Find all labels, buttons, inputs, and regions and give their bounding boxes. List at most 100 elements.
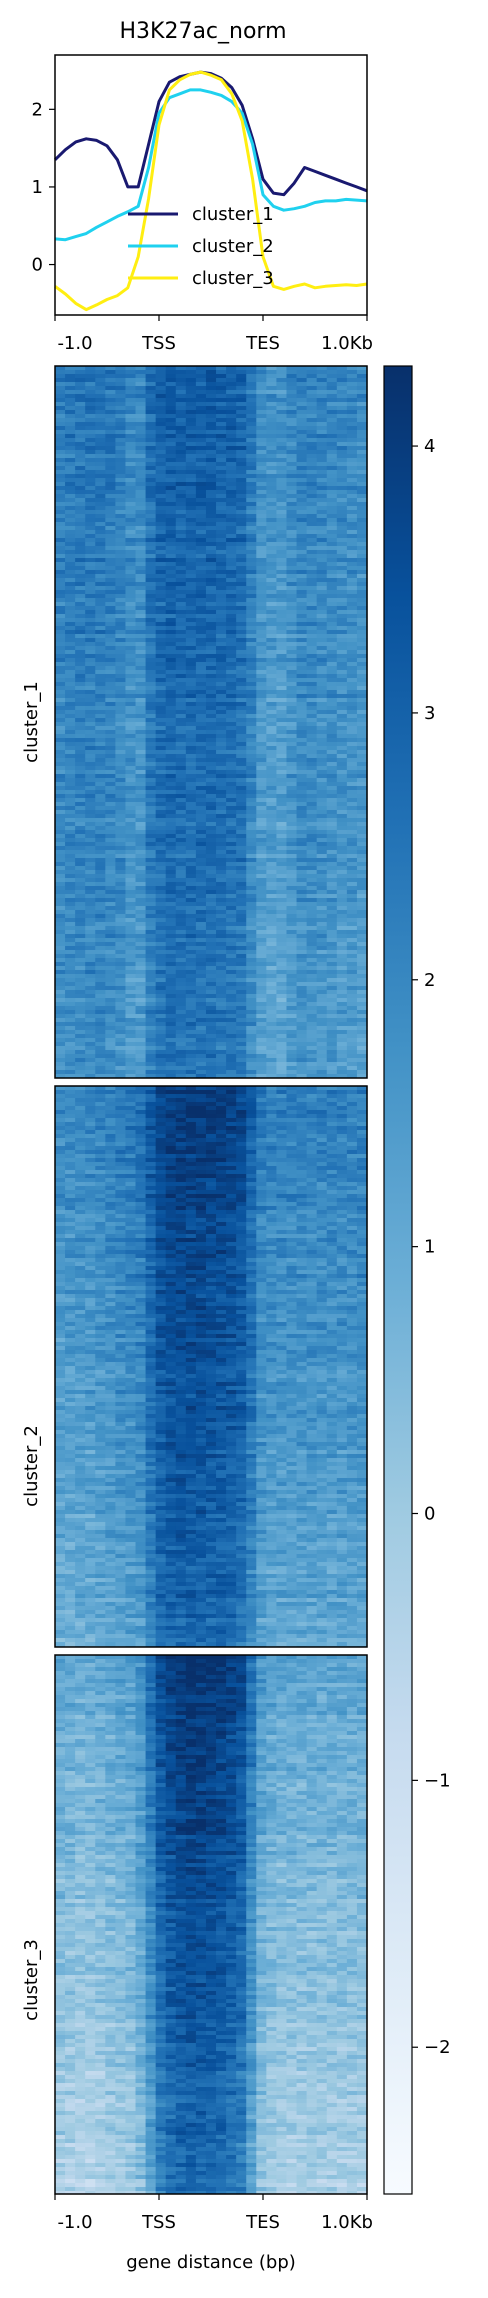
heatmap-cell (256, 890, 267, 894)
heatmap-cell (337, 594, 348, 598)
heatmap-cell (307, 730, 318, 734)
heatmap-cell (95, 866, 106, 870)
heatmap-cell (95, 854, 106, 858)
heatmap-cell (337, 514, 348, 518)
heatmap-cell (75, 766, 86, 770)
heatmap-cell (105, 566, 116, 570)
heatmap-cell (166, 470, 177, 474)
heatmap-cell (307, 778, 318, 782)
heatmap-cell (206, 634, 217, 638)
heatmap-cell (115, 882, 126, 886)
heatmap-cell (75, 682, 86, 686)
heatmap-cell (236, 678, 247, 682)
heatmap-cell (95, 806, 106, 810)
heatmap-cell (105, 438, 116, 442)
heatmap-cell (307, 530, 318, 534)
heatmap-cell (146, 994, 157, 998)
heatmap-cell (146, 526, 157, 530)
heatmap-cell (327, 454, 338, 458)
heatmap-cell (65, 534, 76, 538)
heatmap-cell (146, 522, 157, 526)
heatmap-cell (85, 734, 96, 738)
heatmap-cell (186, 750, 197, 754)
heatmap-cell (65, 926, 76, 930)
heatmap-cell (196, 658, 207, 662)
heatmap-cell (256, 734, 267, 738)
heatmap-cell (297, 762, 308, 766)
heatmap-cell (115, 426, 126, 430)
heatmap-cell (105, 690, 116, 694)
heatmap-cell (166, 742, 177, 746)
heatmap-cell (85, 754, 96, 758)
heatmap-cell (216, 914, 227, 918)
heatmap-cell (156, 874, 167, 878)
heatmap-cell (55, 674, 66, 678)
heatmap-cell (297, 442, 308, 446)
heatmap-cell (206, 494, 217, 498)
heatmap-cell (357, 734, 368, 738)
heatmap-cell (75, 958, 86, 962)
heatmap-cell (337, 910, 348, 914)
heatmap-cell (75, 986, 86, 990)
heatmap-cell (307, 790, 318, 794)
heatmap-cell (246, 658, 257, 662)
heatmap-cell (226, 714, 237, 718)
heatmap-cell (276, 694, 287, 698)
heatmap-cell (166, 386, 177, 390)
heatmap-cell (196, 510, 207, 514)
heatmap-cell (347, 614, 358, 618)
heatmap-cell (246, 782, 257, 786)
heatmap-cell (176, 414, 187, 418)
heatmap-cell (75, 674, 86, 678)
heatmap-cell (256, 606, 267, 610)
heatmap-cell (115, 766, 126, 770)
heatmap-cell (347, 974, 358, 978)
heatmap-cell (156, 886, 167, 890)
heatmap-cell (206, 706, 217, 710)
heatmap-cell (136, 606, 147, 610)
heatmap-cell (95, 662, 106, 666)
heatmap-cell (347, 702, 358, 706)
heatmap-cell (246, 726, 257, 730)
heatmap-cell (216, 874, 227, 878)
heatmap-cell (307, 638, 318, 642)
heatmap-cell (216, 398, 227, 402)
heatmap-cell (236, 794, 247, 798)
heatmap-cell (125, 1006, 136, 1010)
heatmap-cell (317, 854, 328, 858)
heatmap-cell (246, 514, 257, 518)
heatmap-cell (286, 954, 297, 958)
heatmap-cell (276, 498, 287, 502)
heatmap-cell (156, 382, 167, 386)
heatmap-cell (317, 682, 328, 686)
heatmap-cell (256, 722, 267, 726)
heatmap-cell (276, 746, 287, 750)
heatmap-cell (55, 618, 66, 622)
heatmap-cell (65, 594, 76, 598)
heatmap-cell (136, 646, 147, 650)
heatmap-cell (136, 458, 147, 462)
heatmap-cell (327, 834, 338, 838)
heatmap-cell (256, 682, 267, 686)
heatmap-cell (146, 514, 157, 518)
heatmap-cell (286, 862, 297, 866)
heatmap-cell (276, 702, 287, 706)
heatmap-cell (95, 426, 106, 430)
heatmap-cell (55, 838, 66, 842)
heatmap-cell (55, 682, 66, 686)
heatmap-cell (186, 866, 197, 870)
heatmap-cell (105, 378, 116, 382)
heatmap-cell (347, 758, 358, 762)
heatmap-cell (105, 802, 116, 806)
heatmap-cell (156, 794, 167, 798)
heatmap-cell (276, 614, 287, 618)
heatmap-cell (75, 806, 86, 810)
heatmap-cell (156, 754, 167, 758)
heatmap-cell (115, 450, 126, 454)
heatmap-cell (206, 734, 217, 738)
heatmap-cell (115, 794, 126, 798)
heatmap-cell (125, 502, 136, 506)
heatmap-cell (276, 482, 287, 486)
heatmap-cell (347, 558, 358, 562)
heatmap-cell (337, 718, 348, 722)
